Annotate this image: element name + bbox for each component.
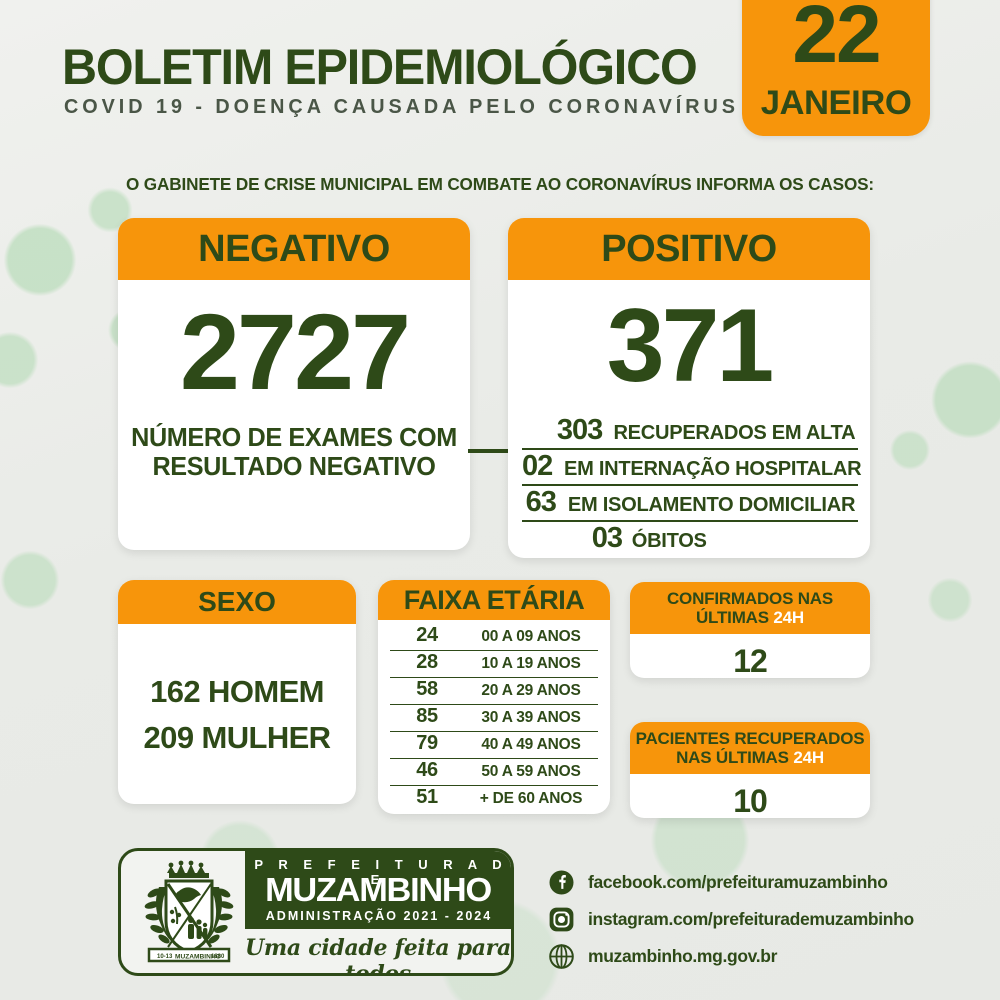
negativo-value: 2727 [179, 291, 411, 412]
facebook-icon [548, 870, 574, 896]
page-subtitle: COVID 19 - DOENÇA CAUSADA PELO CORONAVÍR… [64, 96, 739, 118]
row-label: 00 A 09 ANOS [481, 628, 581, 645]
heading-line2: ÚLTIMAS [695, 608, 769, 628]
row-label: 40 A 49 ANOS [481, 736, 581, 753]
heading-highlight: 24H [773, 608, 804, 628]
svg-text:10-13: 10-13 [157, 954, 173, 960]
row-value: 58 [416, 678, 438, 700]
card-connector-line [468, 449, 516, 453]
table-row: 79 40 A 49 ANOS [390, 732, 598, 759]
row-value: 51 [416, 786, 438, 808]
logo-slogan: Uma cidade feita para todos [245, 935, 511, 976]
table-row: 46 50 A 59 ANOS [390, 759, 598, 786]
prefeitura-logo: 10-13 MUZAMBINHO 1880 P R E F E I T U R … [118, 848, 514, 976]
logo-administracao: ADMINISTRAÇÃO 2021 - 2024 [265, 909, 493, 923]
table-row: 63 EM ISOLAMENTO DOMICILIAR [522, 486, 858, 522]
sexo-heading: SEXO [118, 580, 356, 624]
recuperados-24h-heading: PACIENTES RECUPERADOS NAS ÚLTIMAS 24H [630, 722, 870, 774]
row-value: 24 [416, 624, 438, 646]
sexo-card: SEXO 162 HOMEM 209 MULHER [118, 580, 356, 804]
recuperados-24h-card: PACIENTES RECUPERADOS NAS ÚLTIMAS 24H 10 [630, 722, 870, 818]
table-row: 303 RECUPERADOS EM ALTA [522, 414, 858, 450]
header: BOLETIM EPIDEMIOLÓGICO COVID 19 - DOENÇA… [0, 0, 1000, 152]
negativo-card: NEGATIVO 2727 NÚMERO DE EXAMES COM RESUL… [118, 218, 470, 550]
table-row: 51 + DE 60 ANOS [390, 786, 598, 812]
row-label: 20 A 29 ANOS [481, 682, 581, 699]
positivo-card: POSITIVO 371 303 RECUPERADOS EM ALTA 02 … [508, 218, 870, 558]
table-row: 02 EM INTERNAÇÃO HOSPITALAR [522, 450, 862, 486]
row-value: 46 [416, 759, 438, 781]
row-label: 30 A 39 ANOS [481, 709, 581, 726]
heading-line2: NAS ÚLTIMAS [676, 748, 789, 768]
row-value: 63 [525, 486, 557, 518]
date-badge: 22 JANEIRO [742, 0, 930, 136]
positivo-value: 371 [606, 288, 775, 404]
svg-text:1880: 1880 [211, 954, 225, 960]
confirmados-24h-card: CONFIRMADOS NAS ÚLTIMAS 24H 12 [630, 582, 870, 678]
row-value: 02 [522, 450, 553, 482]
confirmados-24h-value: 12 [733, 642, 768, 678]
sexo-homem-value: 162 HOMEM [150, 674, 324, 709]
social-instagram-text: instagram.com/prefeiturademuzambinho [588, 909, 914, 929]
intro-text: O GABINETE DE CRISE MUNICIPAL EM COMBATE… [125, 174, 875, 194]
logo-prefeitura-label: P R E F E I T U R A D E [254, 857, 508, 887]
negativo-heading: NEGATIVO [118, 218, 470, 280]
row-label: EM ISOLAMENTO DOMICILIAR [567, 493, 856, 516]
social-facebook-row[interactable]: facebook.com/prefeituramuzambinho [548, 864, 914, 901]
row-value: 03 [591, 522, 623, 554]
row-label: ÓBITOS [631, 529, 707, 552]
instagram-icon [548, 907, 574, 933]
row-label: RECUPERADOS EM ALTA [613, 421, 856, 444]
date-month: JANEIRO [760, 84, 912, 122]
date-day: 22 [792, 0, 881, 80]
social-instagram-row[interactable]: instagram.com/prefeiturademuzambinho [548, 901, 914, 938]
coat-of-arms-icon: 10-13 MUZAMBINHO 1880 [135, 857, 243, 967]
negativo-caption-line1: NÚMERO DE EXAMES COM [131, 422, 457, 452]
row-label: 50 A 59 ANOS [481, 763, 581, 780]
sexo-mulher-value: 209 MULHER [143, 720, 332, 755]
heading-highlight: 24H [793, 748, 824, 768]
positivo-heading: POSITIVO [508, 218, 870, 280]
recuperados-24h-value: 10 [733, 782, 768, 818]
faixa-etaria-table: 24 00 A 09 ANOS 28 10 A 19 ANOS 58 20 A … [390, 624, 598, 812]
logo-banner: P R E F E I T U R A D E MUZAMBINHO ADMIN… [245, 851, 511, 929]
row-label: EM INTERNAÇÃO HOSPITALAR [564, 457, 862, 480]
positivo-breakdown: 303 RECUPERADOS EM ALTA 02 EM INTERNAÇÃO… [522, 414, 862, 556]
faixa-etaria-card: FAIXA ETÁRIA 24 00 A 09 ANOS 28 10 A 19 … [378, 580, 610, 814]
page-title: BOLETIM EPIDEMIOLÓGICO [62, 39, 698, 95]
row-label: + DE 60 ANOS [479, 790, 583, 807]
table-row: 58 20 A 29 ANOS [390, 678, 598, 705]
table-row: 03 ÓBITOS [522, 522, 858, 556]
confirmados-24h-heading: CONFIRMADOS NAS ÚLTIMAS 24H [630, 582, 870, 634]
social-website-text: muzambinho.mg.gov.br [588, 946, 778, 966]
row-value: 79 [416, 732, 438, 754]
row-value: 28 [416, 651, 438, 673]
row-value: 303 [556, 414, 603, 446]
table-row: 28 10 A 19 ANOS [390, 651, 598, 678]
row-label: 10 A 19 ANOS [481, 655, 581, 672]
social-website-row[interactable]: muzambinho.mg.gov.br [548, 938, 914, 975]
logo-city-name: MUZAMBINHO [265, 871, 492, 908]
heading-line1: CONFIRMADOS NAS [666, 589, 834, 608]
globe-icon [548, 944, 574, 970]
table-row: 24 00 A 09 ANOS [390, 624, 598, 651]
social-facebook-text: facebook.com/prefeituramuzambinho [588, 872, 888, 892]
table-row: 85 30 A 39 ANOS [390, 705, 598, 732]
social-links: facebook.com/prefeituramuzambinho instag… [548, 864, 914, 975]
negativo-caption-line2: RESULTADO NEGATIVO [152, 451, 436, 482]
negativo-caption: NÚMERO DE EXAMES COM RESULTADO NEGATIVO [123, 422, 464, 482]
heading-line1: PACIENTES RECUPERADOS [635, 729, 865, 748]
svg-text:MUZAMBINHO: MUZAMBINHO [175, 954, 221, 961]
faixa-etaria-heading: FAIXA ETÁRIA [378, 580, 610, 620]
row-value: 85 [416, 705, 438, 727]
